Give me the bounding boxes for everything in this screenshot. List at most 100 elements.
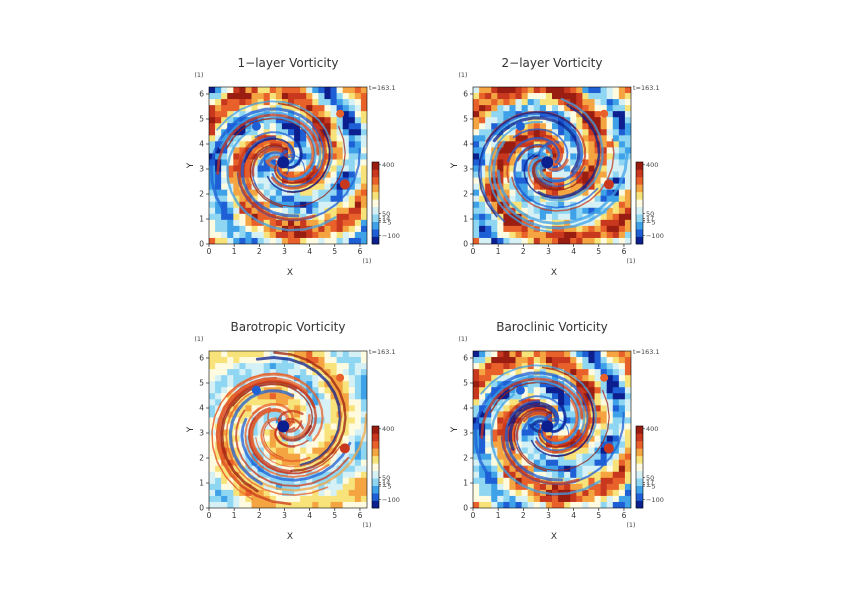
- y-tick-label: 0: [199, 240, 204, 249]
- y-tick-label: 3: [463, 429, 468, 438]
- colorbar-segment: [636, 236, 643, 245]
- colorbar-segment: [372, 162, 379, 170]
- y-tick-label: 5: [199, 115, 204, 124]
- y-tick-label: 6: [463, 90, 468, 99]
- colorbar-segment: [636, 463, 643, 472]
- colorbar-segment: [636, 191, 643, 200]
- x-tick-label: 5: [332, 247, 337, 256]
- y-tick-label: 3: [199, 429, 204, 438]
- chart-title: 1−layer Vorticity: [238, 56, 339, 70]
- colorbar-segment: [636, 433, 643, 442]
- x-tick-label: 0: [207, 247, 212, 256]
- colorbar-segment: [372, 191, 379, 200]
- y-axis-label: Y: [186, 162, 196, 169]
- vorticity-field: [473, 87, 631, 244]
- colorbar-segment: [636, 500, 643, 509]
- y-tick-label: 1: [199, 479, 204, 488]
- colorbar-label: −100: [646, 232, 664, 240]
- colorbar-segment: [636, 426, 643, 434]
- time-label: t=163.1: [369, 84, 396, 92]
- colorbar-segment: [636, 176, 643, 185]
- y-tick-label: 6: [199, 90, 204, 99]
- colorbar-segment: [372, 214, 379, 222]
- x-tick-label: 2: [257, 511, 262, 520]
- x-tick-label: 4: [571, 511, 576, 520]
- x-axis-label: X: [551, 268, 557, 278]
- x-axis-label: X: [287, 532, 293, 542]
- colorbar-segment: [372, 176, 379, 185]
- colorbar-label: 17: [646, 479, 654, 487]
- colorbar-label: 14: [382, 215, 390, 223]
- colorbar-segment: [372, 448, 379, 457]
- colorbar-label: 50: [382, 210, 390, 218]
- time-label: t=163.1: [369, 348, 396, 356]
- y-tick-label: 0: [463, 504, 468, 513]
- y-unit-label: (1): [194, 71, 203, 79]
- chart-title: Baroclinic Vorticity: [496, 320, 608, 334]
- colorbar-label: 50: [646, 210, 654, 218]
- y-tick-label: 4: [463, 404, 468, 413]
- colorbar-segment: [372, 500, 379, 509]
- x-tick-label: 5: [596, 247, 601, 256]
- colorbar-label: −5: [382, 482, 392, 490]
- colorbar-segment: [636, 478, 643, 486]
- colorbar-segment: [636, 229, 643, 237]
- y-tick-label: 0: [463, 240, 468, 249]
- y-tick-label: 4: [463, 140, 468, 149]
- chart-title: 2−layer Vorticity: [502, 56, 603, 70]
- colorbar-label: 1: [646, 217, 650, 225]
- colorbar-label: 400: [646, 425, 658, 433]
- colorbar-segment: [372, 485, 379, 494]
- colorbar-segment: [372, 433, 379, 442]
- colorbar-segment: [636, 199, 643, 208]
- plot-frame: [472, 350, 632, 509]
- x-tick-label: 2: [257, 247, 262, 256]
- x-tick-label: 6: [622, 247, 627, 256]
- y-axis-label: Y: [186, 426, 196, 433]
- time-label: t=163.1: [633, 84, 660, 92]
- colorbar-segment: [372, 184, 379, 193]
- y-unit-label: (1): [458, 71, 467, 79]
- x-tick-label: 0: [471, 247, 476, 256]
- colorbar-label: 17: [646, 215, 654, 223]
- colorbar-segment: [636, 455, 643, 464]
- x-unit-label: (1): [626, 257, 635, 265]
- colorbar-segment: [636, 485, 643, 494]
- x-tick-label: 0: [207, 511, 212, 520]
- colorbar-segment: [372, 478, 379, 486]
- x-unit-label: (1): [362, 521, 371, 529]
- colorbar-segment: [372, 455, 379, 464]
- colorbar-segment: [636, 214, 643, 222]
- x-tick-label: 3: [546, 247, 551, 256]
- colorbar-label: 14: [382, 479, 390, 487]
- y-tick-label: 2: [463, 454, 468, 463]
- x-unit-label: (1): [626, 521, 635, 529]
- y-tick-label: 1: [199, 215, 204, 224]
- x-tick-label: 3: [546, 511, 551, 520]
- colorbar-label: 400: [646, 161, 658, 169]
- plot-frame: [208, 350, 368, 509]
- colorbar-segment: [636, 162, 643, 170]
- colorbar-label: −100: [382, 496, 400, 504]
- colorbar-label: 1: [382, 217, 386, 225]
- y-axis-label: Y: [450, 162, 460, 169]
- x-tick-label: 6: [358, 247, 363, 256]
- y-tick-label: 5: [199, 379, 204, 388]
- colorbar-segment: [636, 470, 643, 479]
- colorbar-segment: [636, 448, 643, 457]
- x-tick-label: 1: [232, 247, 237, 256]
- x-tick-label: 2: [521, 247, 526, 256]
- colorbar-label: 1: [382, 481, 386, 489]
- colorbar-segment: [636, 440, 643, 449]
- x-tick-label: 2: [521, 511, 526, 520]
- x-tick-label: 5: [332, 511, 337, 520]
- x-tick-label: 5: [596, 511, 601, 520]
- x-tick-label: 4: [307, 511, 312, 520]
- y-tick-label: 1: [463, 479, 468, 488]
- colorbar-segment: [636, 184, 643, 193]
- vorticity-field: [473, 351, 631, 508]
- y-tick-label: 5: [463, 115, 468, 124]
- x-unit-label: (1): [362, 257, 371, 265]
